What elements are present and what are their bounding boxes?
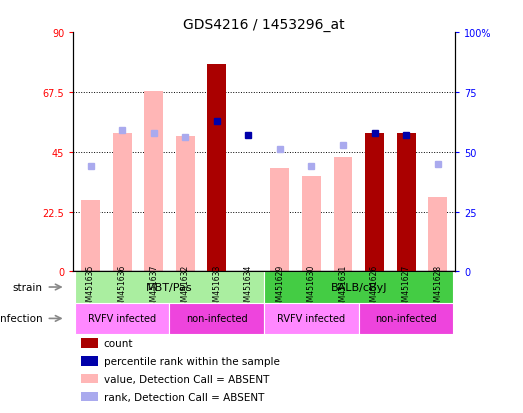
Bar xyxy=(169,303,264,334)
Bar xyxy=(359,272,390,303)
Text: RVFV infected: RVFV infected xyxy=(277,313,346,324)
Text: GSM451636: GSM451636 xyxy=(118,264,127,311)
Bar xyxy=(295,272,327,303)
Text: value, Detection Call = ABSENT: value, Detection Call = ABSENT xyxy=(104,374,269,384)
Bar xyxy=(75,303,169,334)
Bar xyxy=(359,303,453,334)
Text: BALB/cByJ: BALB/cByJ xyxy=(331,282,387,292)
Bar xyxy=(106,272,138,303)
Text: GSM451626: GSM451626 xyxy=(370,264,379,311)
Bar xyxy=(138,272,169,303)
Bar xyxy=(302,176,321,272)
Text: GSM451633: GSM451633 xyxy=(212,264,221,311)
Bar xyxy=(75,272,106,303)
Bar xyxy=(270,168,289,272)
Title: GDS4216 / 1453296_at: GDS4216 / 1453296_at xyxy=(183,18,345,32)
Bar xyxy=(365,134,384,272)
Bar xyxy=(207,65,226,272)
Text: RVFV infected: RVFV infected xyxy=(88,313,156,324)
Text: GSM451634: GSM451634 xyxy=(244,264,253,311)
Bar xyxy=(264,272,453,303)
Bar xyxy=(264,272,295,303)
Bar xyxy=(112,134,132,272)
Text: GSM451637: GSM451637 xyxy=(149,264,158,311)
Text: GSM451630: GSM451630 xyxy=(307,264,316,311)
Bar xyxy=(81,200,100,272)
Bar xyxy=(327,272,359,303)
Bar xyxy=(233,272,264,303)
Bar xyxy=(422,272,453,303)
Text: non-infected: non-infected xyxy=(186,313,247,324)
Bar xyxy=(264,303,359,334)
Text: GSM451631: GSM451631 xyxy=(338,264,347,311)
Text: GSM451629: GSM451629 xyxy=(276,264,285,311)
Text: infection: infection xyxy=(0,313,43,324)
Bar xyxy=(81,374,98,384)
Bar xyxy=(169,272,201,303)
Text: non-infected: non-infected xyxy=(376,313,437,324)
Bar xyxy=(176,136,195,272)
Text: MBT/Pas: MBT/Pas xyxy=(146,282,193,292)
Text: percentile rank within the sample: percentile rank within the sample xyxy=(104,356,280,366)
Bar xyxy=(75,272,264,303)
Text: GSM451635: GSM451635 xyxy=(86,264,95,311)
Bar xyxy=(396,134,416,272)
Text: GSM451627: GSM451627 xyxy=(402,264,411,311)
Text: strain: strain xyxy=(13,282,43,292)
Bar xyxy=(81,392,98,401)
Bar xyxy=(334,158,353,272)
Text: rank, Detection Call = ABSENT: rank, Detection Call = ABSENT xyxy=(104,392,264,401)
Bar xyxy=(201,272,233,303)
Bar xyxy=(81,338,98,348)
Bar xyxy=(144,91,163,272)
Bar xyxy=(207,121,226,272)
Text: count: count xyxy=(104,338,133,348)
Text: GSM451628: GSM451628 xyxy=(433,264,442,310)
Bar xyxy=(81,356,98,366)
Text: GSM451632: GSM451632 xyxy=(181,264,190,311)
Bar xyxy=(428,197,447,272)
Bar xyxy=(390,272,422,303)
